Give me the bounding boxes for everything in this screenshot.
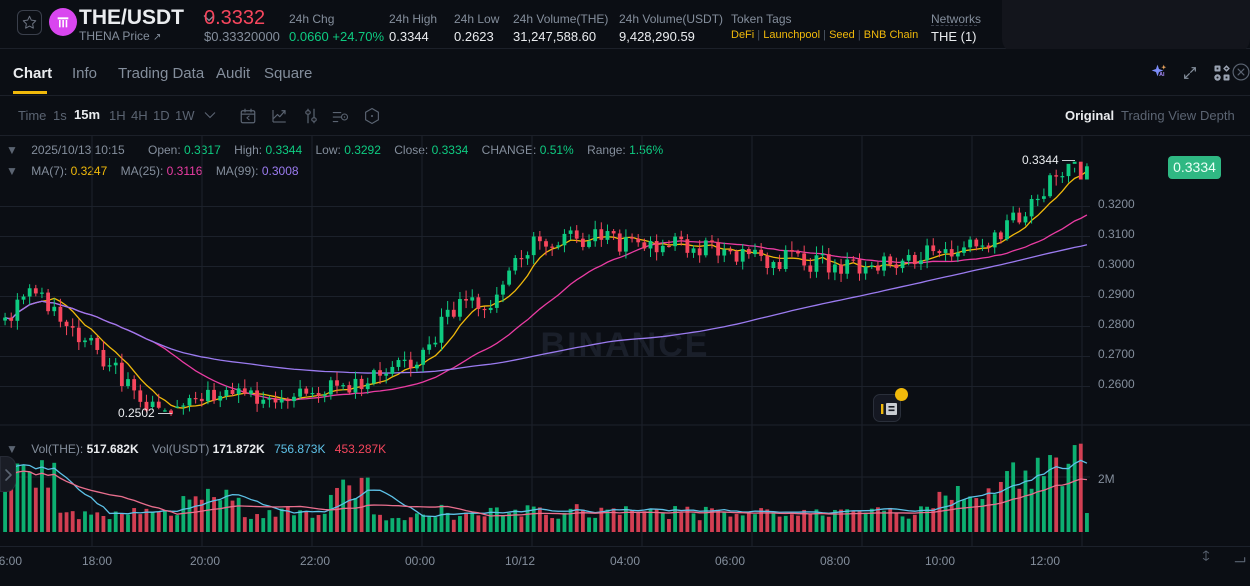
svg-text:AI: AI: [1159, 72, 1165, 78]
svg-text:BINANCE: BINANCE: [541, 326, 710, 364]
